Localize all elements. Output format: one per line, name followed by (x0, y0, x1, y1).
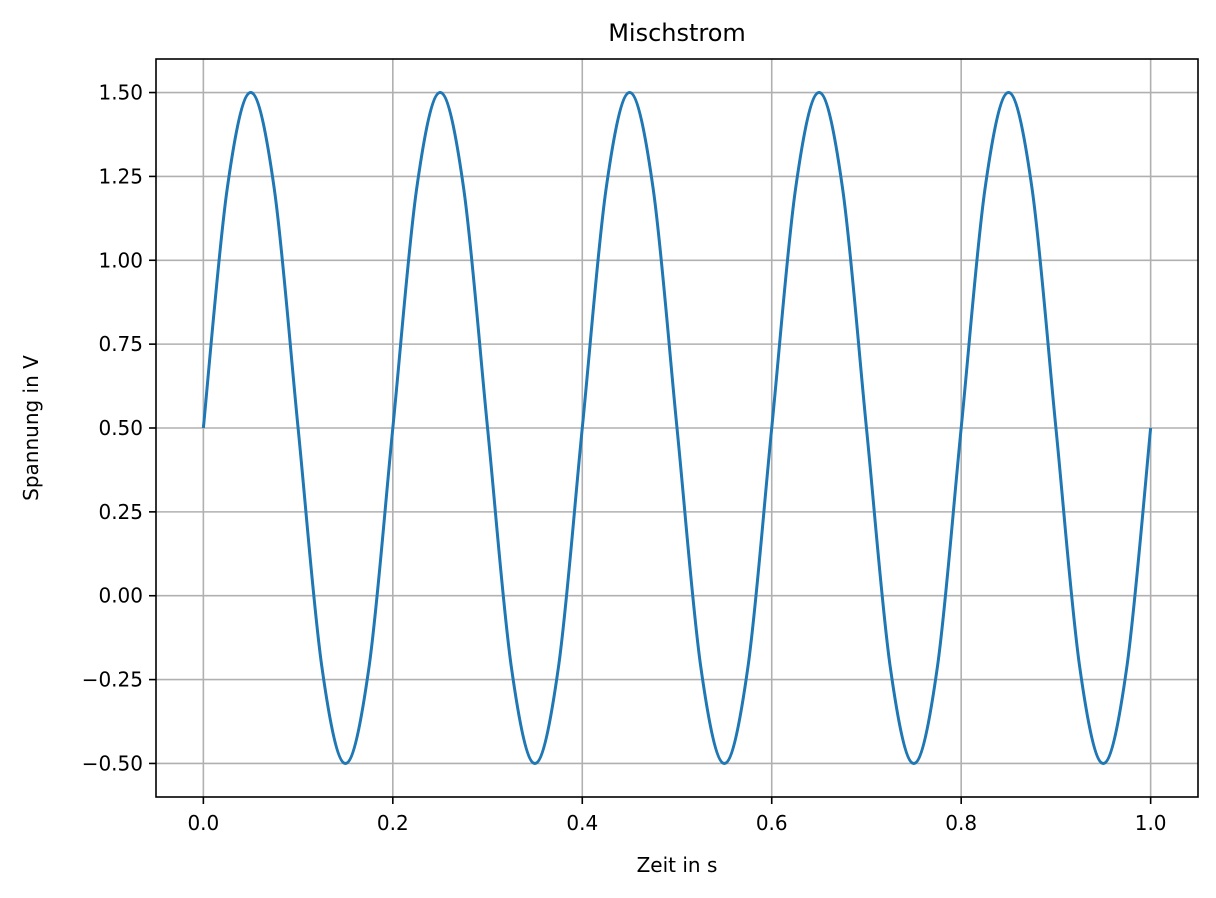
x-tick-label: 0.4 (566, 811, 598, 835)
y-tick-label: 0.00 (98, 584, 143, 608)
y-tick-label: −0.25 (82, 668, 143, 692)
x-tick-label: 0.0 (187, 811, 219, 835)
x-axis-label: Zeit in s (637, 853, 718, 877)
y-tick-label: 0.25 (98, 500, 143, 524)
y-tick-label: 0.50 (98, 416, 143, 440)
y-tick-label: 1.25 (98, 164, 143, 188)
y-tick-label: 1.00 (98, 248, 143, 272)
x-tick-label: 1.0 (1135, 811, 1167, 835)
ticks: 0.0 0.2 0.4 0.6 0.8 1.0 −0.50 −0.25 0.00 0.25 0.50… (82, 81, 1167, 835)
x-tick-label: 0.2 (377, 811, 409, 835)
y-tick-label: 0.75 (98, 332, 143, 356)
y-tick-label: 1.50 (98, 81, 143, 105)
x-tick-label: 0.8 (945, 811, 977, 835)
series-line (201, 91, 1153, 765)
chart-title: Mischstrom (608, 19, 746, 47)
x-tick-label: 0.6 (756, 811, 788, 835)
y-tick-label: −0.50 (82, 751, 143, 775)
y-axis-label: Spannung in V (19, 355, 43, 501)
series-layer (201, 91, 1153, 765)
